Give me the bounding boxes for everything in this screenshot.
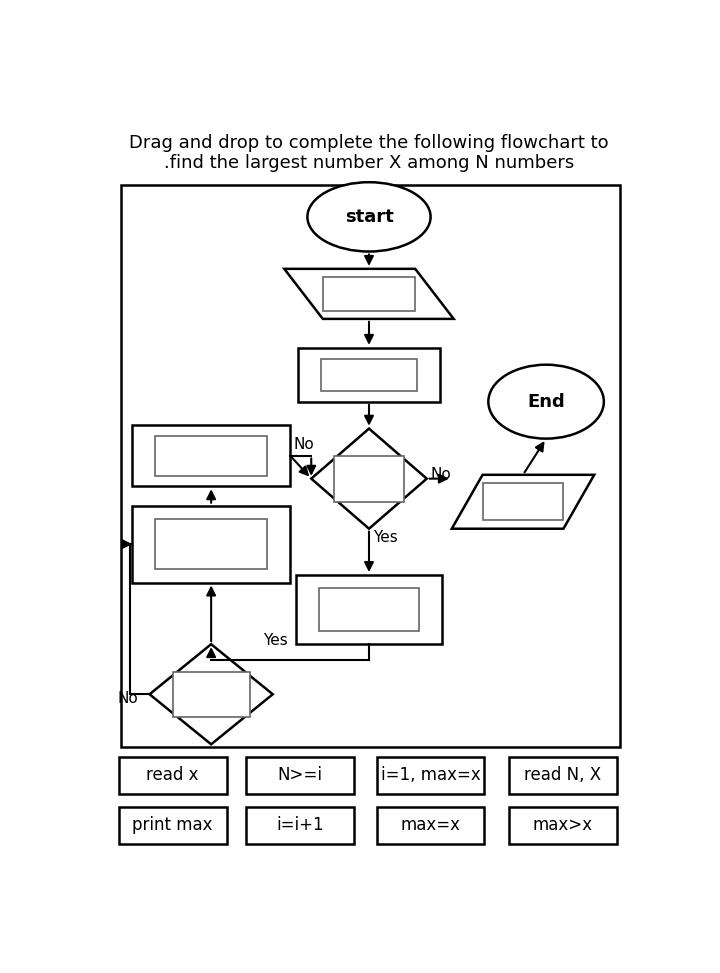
Text: No: No [117, 691, 138, 705]
Bar [173, 672, 250, 716]
Bar [509, 807, 617, 844]
Text: Yes: Yes [373, 530, 397, 546]
Bar [377, 807, 485, 844]
Text: i=i+1: i=i+1 [276, 816, 323, 834]
Text: Drag and drop to complete the following flowchart to: Drag and drop to complete the following … [129, 133, 609, 152]
Text: End: End [527, 393, 565, 411]
Bar [482, 484, 564, 521]
Bar [509, 757, 617, 794]
Text: No: No [294, 437, 315, 452]
Polygon shape [311, 429, 427, 528]
Bar [321, 358, 417, 391]
Text: max=x: max=x [400, 816, 461, 834]
Text: print max: print max [132, 816, 213, 834]
Bar [319, 588, 419, 631]
Ellipse shape [307, 182, 431, 251]
Bar [132, 425, 290, 486]
Text: No: No [431, 467, 451, 483]
Polygon shape [451, 475, 594, 528]
Text: read x: read x [146, 766, 199, 784]
Bar [132, 506, 290, 583]
Bar [156, 436, 267, 476]
Bar [323, 276, 415, 311]
Text: Yes: Yes [264, 632, 288, 648]
Text: start: start [345, 208, 393, 226]
Text: N>=i: N>=i [277, 766, 323, 784]
Polygon shape [284, 269, 454, 319]
Bar [246, 757, 354, 794]
Text: i=1, max=x: i=1, max=x [381, 766, 480, 784]
Polygon shape [150, 644, 273, 744]
Bar [156, 520, 267, 569]
Bar [119, 807, 227, 844]
Bar [298, 347, 440, 402]
Text: max>x: max>x [533, 816, 593, 834]
Bar [119, 757, 227, 794]
Ellipse shape [488, 365, 604, 439]
Bar [121, 185, 620, 746]
Bar [246, 807, 354, 844]
Bar [377, 757, 485, 794]
Text: .find the largest number X among N numbers: .find the largest number X among N numbe… [164, 154, 574, 171]
Bar [334, 455, 404, 502]
Bar [296, 575, 442, 644]
Text: read N, X: read N, X [524, 766, 602, 784]
